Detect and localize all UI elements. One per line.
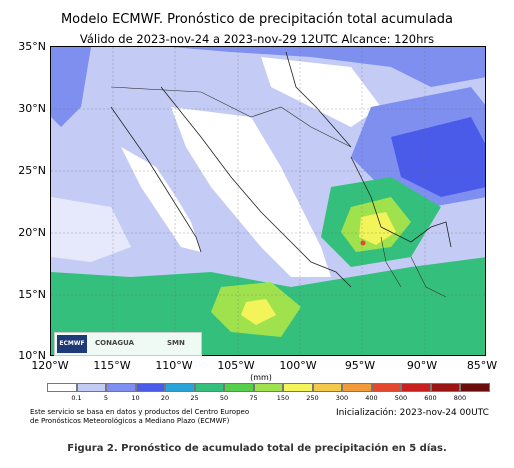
lat-label: 20°N <box>18 226 46 239</box>
colorbar-swatch <box>460 383 490 392</box>
colorbar-swatch <box>283 383 313 392</box>
colorbar-swatch <box>342 383 372 392</box>
logo-strip: ECMWF CONAGUA SMN <box>54 332 202 356</box>
disclaimer-line: Este servicio se basa en datos y product… <box>30 408 250 416</box>
lat-label: 35°N <box>18 40 46 53</box>
lon-label: 115°W <box>93 359 131 372</box>
colorbar-tick-label: 250 <box>306 394 319 402</box>
smn-logo: SMN <box>167 339 185 347</box>
lon-label: 85°W <box>466 359 498 372</box>
lon-label: 120°W <box>31 359 69 372</box>
figure-caption: Figura 2. Pronóstico de acumulado total … <box>67 443 447 454</box>
colorbar-swatch <box>47 383 77 392</box>
colorbar-unit: (mm) <box>250 373 272 382</box>
precip-band-west <box>51 47 91 127</box>
colorbar-tick-label: 25 <box>190 394 199 402</box>
colorbar-swatch <box>224 383 254 392</box>
colorbar-tick-label: 400 <box>365 394 378 402</box>
colorbar-tick-label: 150 <box>276 394 290 402</box>
colorbar-tick-label: 50 <box>219 394 229 402</box>
dry-area-baja <box>121 147 201 252</box>
colorbar-swatch <box>371 383 401 392</box>
colorbar-tick-label: 5 <box>103 394 109 402</box>
colorbar-tick-label: 10 <box>131 394 140 402</box>
lon-label: 100°W <box>279 359 317 372</box>
disclaimer-line: de Pronósticos Meteorológicos a Mediano … <box>30 417 230 425</box>
colorbar-swatch <box>135 383 165 392</box>
colorbar-swatch <box>76 383 106 392</box>
colorbar-tick-label: 500 <box>394 394 408 402</box>
colorbar-swatch <box>401 383 431 392</box>
precipitation-map <box>50 46 486 356</box>
dry-area-pacific <box>51 197 131 262</box>
colorbar <box>47 383 490 392</box>
lon-label: 110°W <box>155 359 193 372</box>
precip-red-spot <box>360 240 366 246</box>
colorbar-swatch <box>312 383 342 392</box>
colorbar-swatch <box>194 383 224 392</box>
colorbar-tick-label: 600 <box>424 394 437 402</box>
map-svg <box>51 47 485 355</box>
borders <box>110 86 447 298</box>
colorbar-swatch <box>165 383 195 392</box>
ecmwf-logo: ECMWF <box>57 335 87 353</box>
precip-dark-gulf <box>391 117 485 197</box>
map-title: Modelo ECMWF. Pronóstico de precipitació… <box>60 12 454 27</box>
lat-label: 25°N <box>18 164 46 177</box>
lon-label: 105°W <box>217 359 255 372</box>
initialization-time: Inicialización: 2023-nov-24 00UTC <box>336 408 489 418</box>
precip-band-north <box>171 47 485 87</box>
disclaimer: Este servicio se basa en datos y product… <box>30 408 320 426</box>
precip-yellow-core <box>359 212 396 245</box>
colorbar-swatch <box>430 383 460 392</box>
lon-label: 90°W <box>406 359 438 372</box>
coastline <box>110 51 452 288</box>
precip-yellow-pacific <box>241 299 276 325</box>
conagua-logo: CONAGUA <box>95 339 134 347</box>
lon-label: 95°W <box>344 359 376 372</box>
colorbar-tick-label: 800 <box>453 394 467 402</box>
colorbar-tick-label: 75 <box>249 394 258 402</box>
lat-label: 15°N <box>18 288 46 301</box>
colorbar-swatch <box>106 383 136 392</box>
colorbar-swatch <box>253 383 283 392</box>
map-subtitle: Válido de 2023-nov-24 a 2023-nov-29 12UT… <box>79 32 435 46</box>
colorbar-tick-label: 20 <box>160 394 170 402</box>
lat-label: 10°N <box>18 349 46 362</box>
gridlines <box>51 47 485 355</box>
colorbar-tick-label: 0.1 <box>71 394 82 402</box>
dry-area-mainland <box>171 107 331 277</box>
dry-area-north <box>261 57 381 127</box>
colorbar-tick-label: 300 <box>335 394 349 402</box>
lat-label: 30°N <box>18 102 46 115</box>
